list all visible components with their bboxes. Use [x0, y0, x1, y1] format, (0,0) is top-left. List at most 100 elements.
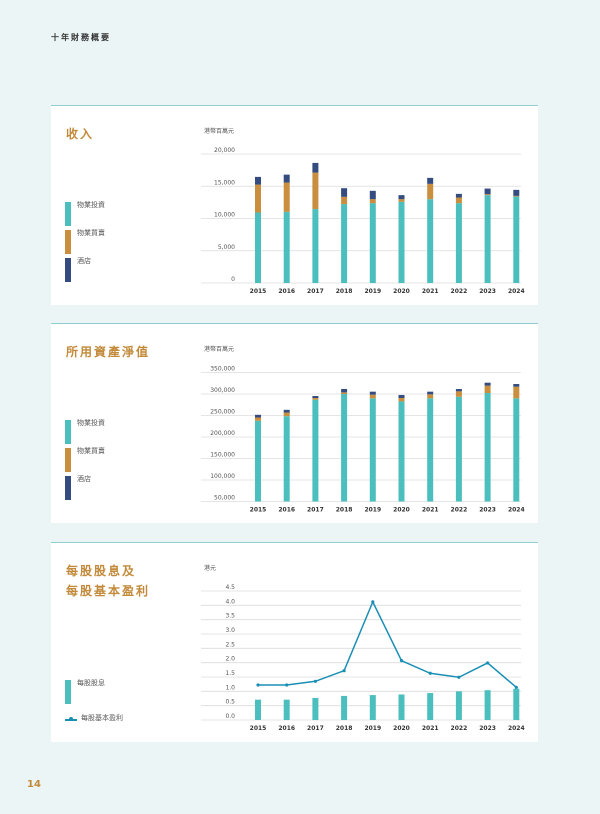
x-tick-label: 2022	[451, 288, 468, 295]
bar-segment	[369, 203, 376, 283]
legend-label: 每股基本盈利	[81, 714, 123, 722]
x-tick-label: 2019	[364, 288, 381, 295]
dps-bar	[427, 693, 434, 720]
legend-swatch-navy	[65, 258, 71, 282]
bar-segment	[369, 398, 376, 502]
x-tick-label: 2015	[250, 507, 267, 514]
y-tick-label: 4.0	[225, 598, 235, 605]
dps-bar	[369, 695, 376, 720]
eps-point	[486, 661, 490, 665]
eps-panel: 每股股息及 每股基本盈利 每股股息 每股基本盈利 港元 0.0 0.5 1.0 1.5…	[51, 542, 538, 742]
bar-segment	[283, 416, 290, 502]
revenue-panel: 收入 物業投資 物業買賣 酒店 港幣百萬元 0 5,000 10,000 15,000…	[51, 105, 538, 305]
bar-segment	[283, 409, 290, 413]
legend-label: 酒店	[77, 257, 91, 265]
bar-segment	[312, 397, 319, 400]
bar-segment	[427, 398, 434, 502]
x-tick-label: 2021	[422, 507, 439, 514]
bar-segment	[312, 396, 319, 398]
dps-bar	[455, 691, 462, 720]
dps-bar	[312, 697, 319, 720]
bar-segment	[312, 162, 319, 173]
legend-label: 每股股息	[77, 679, 105, 687]
bar-segment	[427, 391, 434, 395]
x-tick-label: 2017	[307, 507, 324, 514]
bar-segment	[283, 211, 290, 283]
bar-segment	[455, 396, 462, 502]
eps-line	[258, 600, 517, 688]
page-heading: 十年財務概要	[51, 33, 111, 42]
x-tick-label: 2019	[364, 507, 381, 514]
y-tick-label: 3.0	[225, 627, 235, 634]
bar-segment	[255, 417, 261, 421]
x-tick-label: 2018	[336, 288, 353, 295]
x-tick-label: 2020	[393, 507, 410, 514]
x-tick-label: 2020	[393, 725, 410, 732]
x-tick-label: 2015	[250, 288, 267, 295]
x-tick-label: 2021	[422, 725, 439, 732]
dps-bar	[484, 690, 491, 720]
x-tick-label: 2024	[508, 507, 525, 514]
bar-segment	[369, 394, 376, 399]
eps-point	[256, 683, 260, 687]
bar-segment	[513, 195, 520, 197]
bar-segment	[455, 389, 462, 392]
x-tick-label: 2024	[508, 725, 525, 732]
x-tick-label: 2022	[451, 507, 468, 514]
bar-segment	[283, 174, 290, 183]
x-tick-label: 2018	[336, 725, 353, 732]
eps-point	[428, 671, 432, 675]
revenue-chart: 0 5,000 10,000 15,000 20,000 2015 2016 2017 2018…	[201, 147, 525, 295]
bar-segment	[398, 394, 405, 398]
net-assets-chart: 50,000 100,000 150,000 200,000 250,000 300,00…	[201, 366, 525, 514]
eps-point	[313, 679, 317, 683]
bar-segment	[513, 398, 520, 502]
eps-title-line1: 每股股息及	[66, 564, 137, 578]
bar-segment	[455, 193, 462, 198]
y-tick-label: 0.5	[225, 699, 235, 706]
legend-swatch-navy	[65, 476, 71, 500]
legend-swatch-teal	[65, 202, 71, 226]
net-assets-unit: 港幣百萬元	[204, 346, 235, 353]
bar-segment	[398, 195, 405, 200]
y-tick-label: 1.0	[225, 684, 235, 691]
bar-segment	[341, 204, 348, 283]
bar-segment	[427, 394, 434, 399]
legend-label: 物業買賣	[77, 447, 105, 455]
x-tick-label: 2020	[393, 288, 410, 295]
x-tick-label: 2021	[422, 288, 439, 295]
bar-segment	[369, 199, 376, 204]
bar-segment	[341, 196, 348, 205]
bar-segment	[398, 397, 405, 402]
bar-segment	[369, 391, 376, 395]
y-tick-label: 10,000	[214, 212, 235, 219]
net-assets-panel: 所用資產淨值 物業投資 物業買賣 酒店 港幣百萬元 50,000 100,000 1…	[51, 323, 538, 523]
eps-point	[399, 659, 404, 663]
eps-unit: 港元	[204, 565, 217, 572]
bar-segment	[255, 184, 261, 213]
x-tick-label: 2016	[278, 507, 295, 514]
y-tick-label: 4.5	[225, 584, 235, 591]
y-tick-label: 1.5	[225, 670, 235, 677]
bar-segment	[427, 177, 434, 184]
x-tick-label: 2017	[307, 288, 324, 295]
net-assets-title: 所用資產淨值	[66, 345, 151, 359]
y-tick-label: 350,000	[210, 366, 235, 373]
bar-segment	[513, 196, 520, 283]
x-tick-label: 2018	[336, 507, 353, 514]
dps-bar	[341, 695, 348, 720]
bar-segment	[455, 391, 462, 397]
y-tick-label: 20,000	[214, 147, 235, 154]
dps-bar	[398, 694, 405, 720]
bar-segment	[255, 420, 261, 502]
x-tick-label: 2016	[278, 725, 295, 732]
y-tick-label: 250,000	[210, 409, 235, 416]
bar-segment	[369, 190, 376, 200]
bar-segment	[312, 172, 319, 210]
eps-point	[457, 675, 461, 679]
bar-segment	[255, 414, 261, 418]
eps-point	[342, 669, 346, 673]
y-tick-label: 5,000	[218, 244, 235, 251]
bar-segment	[341, 392, 348, 394]
x-tick-label: 2023	[479, 507, 496, 514]
